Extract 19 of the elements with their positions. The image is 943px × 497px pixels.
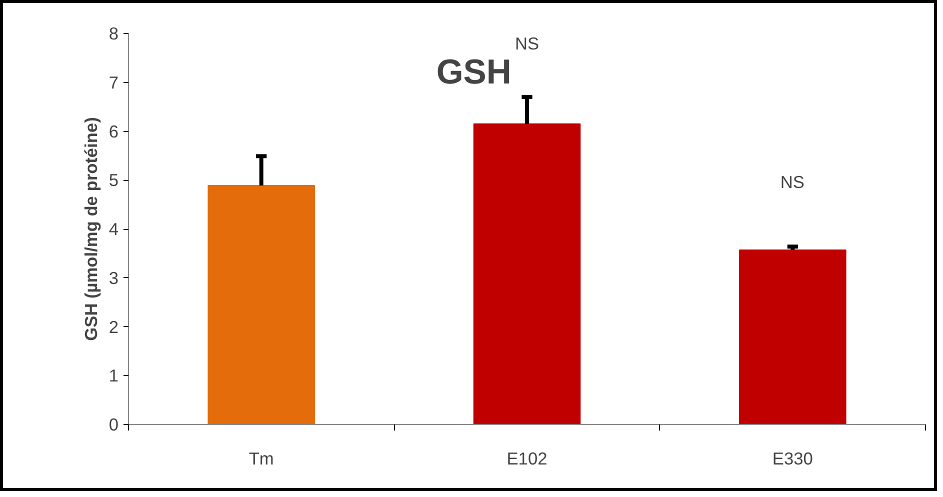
bar bbox=[739, 250, 846, 424]
bar bbox=[473, 123, 581, 424]
x-tick-label: E330 bbox=[772, 448, 813, 468]
text: GSH bbox=[436, 54, 512, 92]
y-tick-label: 1 bbox=[108, 366, 119, 386]
y-tick-label: 2 bbox=[108, 316, 119, 337]
annotation: NS bbox=[514, 33, 540, 54]
annotation: NS bbox=[780, 172, 804, 192]
y-tick-label: 5 bbox=[108, 170, 119, 190]
x-tick-label: E102 bbox=[506, 448, 548, 468]
y-tick-label: 0 bbox=[108, 414, 119, 434]
y-tick-label: 6 bbox=[108, 121, 119, 142]
y-tick-label: 4 bbox=[108, 219, 119, 239]
y-tick-label: 3 bbox=[108, 268, 119, 288]
y-axis-title: GSH (µmol/mg de protéine) bbox=[80, 117, 101, 341]
x-tick-label: Tm bbox=[248, 448, 274, 468]
y-tick-label: 7 bbox=[108, 72, 119, 92]
y-tick-label: 8 bbox=[108, 24, 119, 44]
bar bbox=[208, 185, 315, 424]
